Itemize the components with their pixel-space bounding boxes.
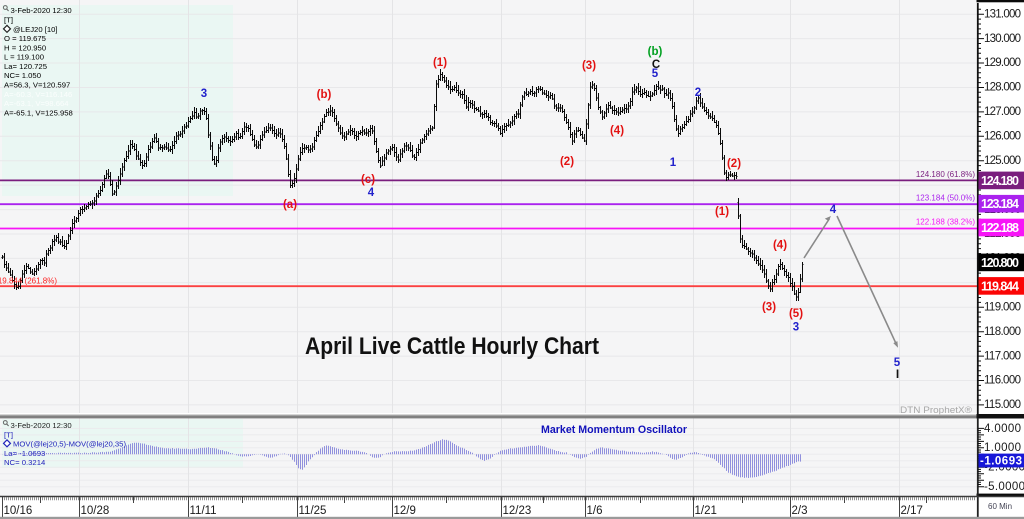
svg-text:(4): (4) (610, 125, 624, 137)
svg-text:122.188 (38.2%): 122.188 (38.2%) (916, 217, 975, 226)
svg-text:H = 120.950: H = 120.950 (4, 43, 46, 52)
svg-text:127.000: 127.000 (984, 106, 1021, 118)
svg-text:5: 5 (652, 68, 659, 80)
svg-text:128.000: 128.000 (984, 82, 1021, 94)
svg-text:I: I (896, 367, 899, 381)
svg-text:2/17: 2/17 (901, 505, 923, 517)
svg-text:(2): (2) (727, 158, 741, 170)
svg-text:L = 119.100: L = 119.100 (4, 53, 44, 62)
svg-text:119.844 (261.8%): 119.844 (261.8%) (0, 277, 57, 286)
svg-text:4: 4 (368, 187, 375, 199)
svg-text:1.0000: 1.0000 (984, 442, 1021, 454)
svg-text:2/3: 2/3 (792, 505, 808, 517)
svg-text:3: 3 (793, 322, 799, 334)
svg-text:123.184: 123.184 (981, 197, 1019, 211)
svg-text:MOV(@lej20,5)-MOV(@lej20,35): MOV(@lej20,5)-MOV(@lej20,35) (13, 440, 126, 449)
svg-text:(3): (3) (582, 60, 596, 72)
svg-text:1/21: 1/21 (695, 505, 717, 517)
svg-text:10/16: 10/16 (4, 505, 33, 517)
svg-text:(4): (4) (773, 240, 787, 252)
svg-text:La= -1.0693: La= -1.0693 (4, 449, 45, 458)
svg-text:131.000: 131.000 (984, 8, 1021, 20)
svg-text:(b): (b) (648, 46, 663, 58)
svg-text:115.000: 115.000 (984, 399, 1021, 411)
svg-text:-1.0693: -1.0693 (980, 455, 1022, 467)
svg-text:124.180 (61.8%): 124.180 (61.8%) (916, 170, 975, 179)
svg-text:A=-65.1, V=125.958: A=-65.1, V=125.958 (4, 108, 73, 117)
svg-text:116.000: 116.000 (984, 375, 1021, 387)
svg-text:119.000: 119.000 (984, 301, 1021, 313)
svg-text:4: 4 (830, 204, 837, 216)
svg-text:O = 119.675: O = 119.675 (4, 34, 46, 43)
svg-text:123.184 (50.0%): 123.184 (50.0%) (916, 194, 975, 203)
svg-text:A=56.3, V=120.597: A=56.3, V=120.597 (4, 81, 70, 90)
svg-text:(a): (a) (283, 199, 297, 211)
svg-text:1: 1 (670, 157, 677, 169)
svg-text:(5): (5) (789, 308, 803, 320)
svg-text:3-Feb-2020 12:30: 3-Feb-2020 12:30 (11, 6, 72, 15)
svg-text:10/28: 10/28 (81, 505, 110, 517)
svg-text:La= 120.725: La= 120.725 (4, 62, 47, 71)
svg-text:A=-60.3, V=116.146: A=-60.3, V=116.146 (4, 90, 72, 99)
svg-text:5: 5 (894, 357, 901, 369)
svg-text:NC= 1.050: NC= 1.050 (4, 71, 41, 80)
svg-text:(1): (1) (715, 206, 729, 218)
svg-text:11/25: 11/25 (299, 505, 327, 517)
svg-text:3: 3 (201, 88, 207, 100)
svg-text:2: 2 (695, 87, 701, 99)
svg-text:(c): (c) (361, 174, 375, 186)
svg-text:NC= 0.3214: NC= 0.3214 (4, 458, 46, 467)
svg-text:April Live Cattle Hourly Chart: April Live Cattle Hourly Chart (305, 333, 599, 360)
svg-text:-5.0000: -5.0000 (984, 481, 1024, 493)
svg-text:12/9: 12/9 (394, 505, 416, 517)
svg-text:[T]: [T] (4, 16, 13, 25)
svg-text:126.000: 126.000 (984, 131, 1021, 143)
svg-text:117.000: 117.000 (984, 350, 1021, 362)
svg-text:(3): (3) (762, 302, 776, 314)
svg-text:4.0000: 4.0000 (984, 423, 1021, 435)
svg-text:C: C (652, 59, 660, 71)
svg-text:122.188: 122.188 (981, 221, 1019, 235)
svg-text:120.800: 120.800 (981, 256, 1019, 270)
svg-text:60 Min: 60 Min (988, 502, 1012, 511)
svg-text:119.844: 119.844 (981, 279, 1019, 293)
svg-text:[T]: [T] (4, 430, 13, 439)
svg-text:129.000: 129.000 (984, 57, 1021, 69)
svg-text:124.180: 124.180 (981, 174, 1019, 188)
svg-text:130.000: 130.000 (984, 33, 1021, 45)
svg-text:(2): (2) (560, 156, 574, 168)
svg-text:(b): (b) (317, 89, 332, 101)
svg-text:11/11: 11/11 (190, 505, 217, 517)
svg-text:A=-63.1, V=98.664: A=-63.1, V=98.664 (4, 99, 69, 108)
svg-text:3-Feb-2020 12:30: 3-Feb-2020 12:30 (11, 421, 72, 430)
svg-text:125.000: 125.000 (984, 155, 1021, 167)
svg-text:DTN ProphetX®: DTN ProphetX® (900, 405, 972, 415)
svg-text:12/23: 12/23 (503, 505, 532, 517)
svg-text:Market Momentum Oscillator: Market Momentum Oscillator (541, 424, 688, 436)
svg-text:1/6: 1/6 (587, 505, 603, 517)
svg-text:118.000: 118.000 (984, 326, 1021, 338)
svg-text:(1): (1) (433, 57, 447, 69)
svg-text:@LEJ20 [10]: @LEJ20 [10] (13, 25, 58, 34)
